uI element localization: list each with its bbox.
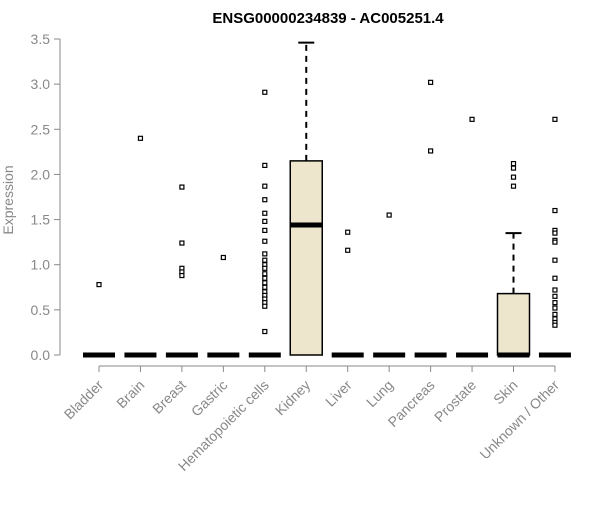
- y-tick-label: 1.5: [31, 212, 51, 228]
- x-tick-label: Liver: [322, 377, 355, 410]
- x-tick-label: Breast: [149, 377, 189, 417]
- outlier-point: [220, 254, 226, 261]
- box-group: [248, 89, 281, 358]
- outlier-point: [510, 160, 517, 167]
- x-tick-label: Prostate: [431, 377, 479, 425]
- box-group: [414, 79, 447, 358]
- outlier-point: [552, 116, 558, 122]
- x-tick-label: Lung: [363, 377, 396, 410]
- outlier-point: [96, 281, 102, 288]
- outlier-point: [262, 257, 268, 263]
- outlier-point: [262, 89, 268, 95]
- outlier-point: [469, 116, 475, 122]
- outlier-point: [262, 280, 268, 286]
- x-tick-label: Skin: [490, 377, 521, 408]
- outlier-point: [552, 239, 558, 245]
- outlier-point: [262, 284, 268, 290]
- box-group: [83, 281, 115, 358]
- outlier-point: [137, 135, 144, 141]
- box-body: [289, 160, 323, 356]
- outlier-point: [428, 148, 434, 154]
- outlier-point: [179, 272, 185, 279]
- outlier-point: [510, 165, 517, 171]
- box-group: [207, 254, 240, 358]
- outlier-point: [262, 218, 268, 224]
- box-group: [289, 41, 323, 356]
- y-axis-label: Expression: [0, 165, 16, 234]
- outlier-point: [262, 328, 268, 335]
- y-tick-label: 0.5: [31, 302, 51, 318]
- outlier-point: [262, 162, 268, 168]
- box-group: [331, 229, 364, 358]
- box-group: [496, 160, 531, 358]
- chart-title: ENSG00000234839 - AC005251.4: [212, 10, 444, 27]
- y-tick-label: 3.0: [31, 76, 51, 92]
- outlier-point: [262, 210, 268, 216]
- outlier-point: [262, 265, 268, 271]
- outlier-point: [510, 174, 517, 180]
- y-tick-label: 1.0: [31, 257, 51, 273]
- box-group: [124, 135, 157, 358]
- x-tick-label: Bladder: [61, 377, 107, 423]
- x-tick-label: Unknown / Other: [476, 377, 562, 463]
- outlier-point: [552, 207, 558, 214]
- outlier-point: [552, 257, 558, 263]
- outlier-point: [552, 311, 558, 317]
- y-tick-label: 2.0: [31, 166, 51, 182]
- box-group: [165, 184, 198, 358]
- box-group: [373, 212, 406, 358]
- outlier-point: [552, 322, 558, 328]
- outlier-point: [262, 197, 268, 203]
- outlier-point: [552, 230, 558, 236]
- outlier-point: [552, 293, 558, 299]
- outlier-point: [345, 229, 351, 235]
- outlier-point: [179, 240, 185, 246]
- y-tick-label: 2.5: [31, 121, 51, 137]
- outlier-point: [552, 275, 558, 281]
- outlier-point: [262, 183, 268, 189]
- outlier-point: [262, 238, 268, 244]
- outlier-point: [262, 275, 268, 281]
- outlier-point: [262, 303, 268, 309]
- outlier-point: [552, 305, 558, 311]
- y-tick-label: 0.0: [31, 347, 51, 363]
- outlier-point: [262, 251, 268, 257]
- outlier-point: [262, 227, 268, 234]
- outlier-point: [386, 212, 392, 218]
- box-group: [456, 116, 489, 358]
- x-tick-label: Kidney: [272, 377, 314, 419]
- outlier-point: [345, 247, 351, 253]
- outlier-point: [510, 183, 517, 189]
- x-tick-label: Brain: [113, 377, 147, 411]
- boxes-layer: [83, 41, 571, 358]
- outlier-point: [428, 79, 434, 85]
- outlier-point: [262, 271, 268, 277]
- box-group: [538, 116, 571, 358]
- y-tick-label: 3.5: [31, 31, 51, 47]
- y-axis: 0.0 0.5 1.0 1.5 2.0 2.5 3.0 3.5: [31, 31, 61, 363]
- box-body: [496, 292, 531, 356]
- outlier-point: [179, 184, 185, 190]
- outlier-point: [552, 300, 558, 306]
- outlier-point: [552, 287, 558, 293]
